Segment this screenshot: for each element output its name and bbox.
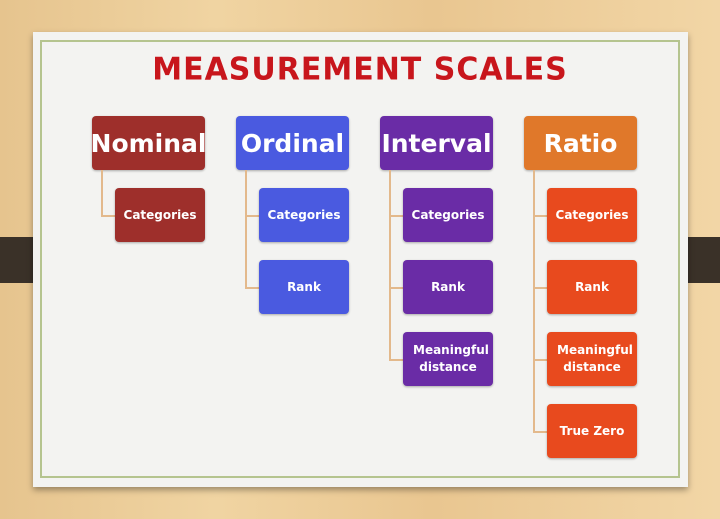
connector-branch xyxy=(389,359,403,361)
connector-branch xyxy=(533,359,547,361)
connector-branch xyxy=(389,287,403,289)
property-box: Categories xyxy=(547,188,637,242)
property-box: Rank xyxy=(547,260,637,314)
property-label: Meaningful distance xyxy=(557,343,633,374)
connector-branch xyxy=(533,287,547,289)
connector-line xyxy=(245,170,247,287)
connector-branch xyxy=(389,215,403,217)
property-box: Meaningful distance xyxy=(403,332,493,386)
connector-line xyxy=(389,170,391,359)
diagram-title: MEASUREMENT SCALES xyxy=(152,51,568,88)
connector-line xyxy=(101,170,103,215)
connector-branch xyxy=(101,215,115,217)
board-border xyxy=(40,40,680,478)
property-box: Rank xyxy=(259,260,349,314)
connector-branch xyxy=(533,215,547,217)
connector-branch xyxy=(245,287,259,289)
property-box: Meaningful distance xyxy=(547,332,637,386)
scale-header: Ratio xyxy=(524,116,637,170)
property-label: Meaningful distance xyxy=(413,343,489,374)
property-box: Categories xyxy=(115,188,205,242)
connector-line xyxy=(533,170,535,431)
connector-branch xyxy=(245,215,259,217)
scale-header: Ordinal xyxy=(236,116,349,170)
scale-header: Interval xyxy=(380,116,493,170)
property-box: Categories xyxy=(403,188,493,242)
property-box: Rank xyxy=(403,260,493,314)
property-box: True Zero xyxy=(547,404,637,458)
connector-branch xyxy=(533,431,547,433)
property-box: Categories xyxy=(259,188,349,242)
scale-header: Nominal xyxy=(91,116,206,170)
